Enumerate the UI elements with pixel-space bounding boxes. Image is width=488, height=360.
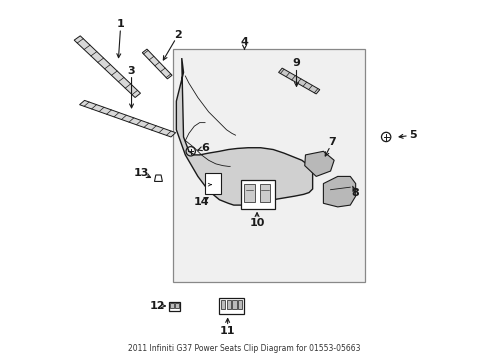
Text: 11: 11 xyxy=(220,325,235,336)
Text: 8: 8 xyxy=(351,188,359,198)
Polygon shape xyxy=(74,36,140,98)
Text: 5: 5 xyxy=(408,130,416,140)
Polygon shape xyxy=(142,49,172,79)
Text: 10: 10 xyxy=(249,218,264,228)
Text: 6: 6 xyxy=(201,143,208,153)
Bar xyxy=(232,300,236,309)
Polygon shape xyxy=(323,176,355,207)
Polygon shape xyxy=(154,175,162,181)
Text: 9: 9 xyxy=(292,58,300,68)
Bar xyxy=(219,298,244,315)
Bar xyxy=(221,300,224,309)
Text: 14: 14 xyxy=(193,197,209,207)
Polygon shape xyxy=(176,58,312,205)
Text: 2: 2 xyxy=(174,30,182,40)
Text: 13: 13 xyxy=(133,168,149,178)
Text: 12: 12 xyxy=(150,301,165,311)
Bar xyxy=(204,173,221,194)
Text: 3: 3 xyxy=(127,66,135,76)
Polygon shape xyxy=(278,68,319,94)
Text: 7: 7 xyxy=(328,138,336,147)
Bar xyxy=(238,300,242,309)
Bar xyxy=(244,184,255,202)
Polygon shape xyxy=(304,151,333,176)
Bar xyxy=(169,302,180,311)
Bar xyxy=(241,180,274,209)
Polygon shape xyxy=(80,100,175,137)
Bar xyxy=(172,49,364,282)
Bar xyxy=(259,184,270,202)
Text: 4: 4 xyxy=(240,37,248,47)
Text: 2011 Infiniti G37 Power Seats Clip Diagram for 01553-05663: 2011 Infiniti G37 Power Seats Clip Diagr… xyxy=(128,344,360,353)
Bar xyxy=(170,303,174,308)
Text: 1: 1 xyxy=(117,19,124,29)
Bar xyxy=(226,300,230,309)
Bar xyxy=(175,303,179,308)
